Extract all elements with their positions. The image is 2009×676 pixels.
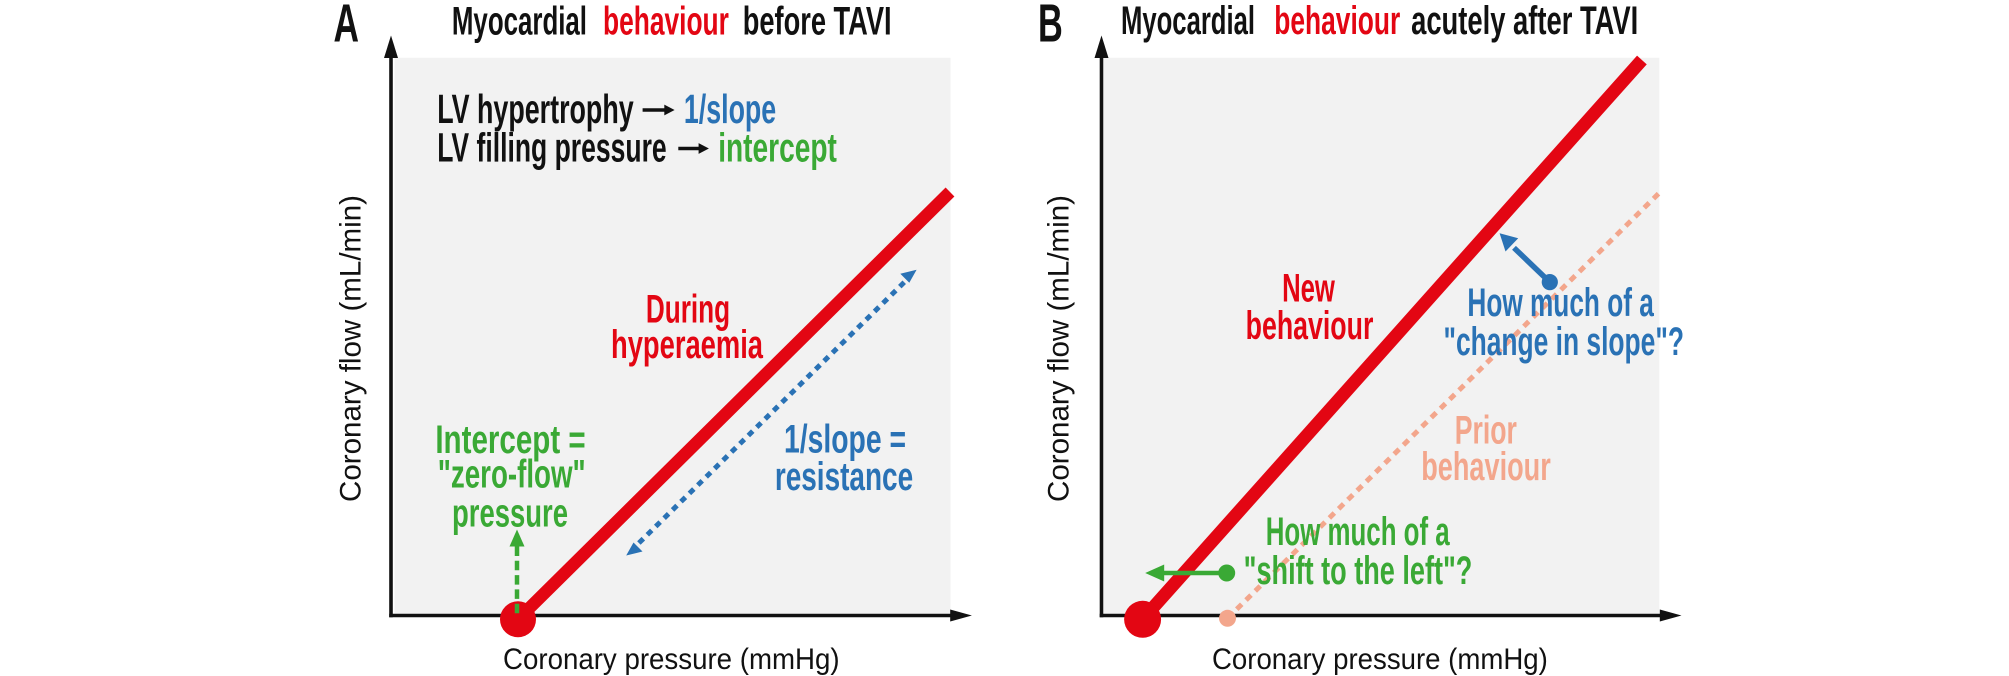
svg-text:behaviour: behaviour <box>1246 304 1374 348</box>
svg-text:During: During <box>646 288 730 332</box>
svg-text:How much of a: How much of a <box>1467 281 1654 325</box>
svg-text:Coronary pressure (mmHg): Coronary pressure (mmHg) <box>1212 643 1548 676</box>
svg-text:"zero-flow": "zero-flow" <box>438 453 586 497</box>
svg-text:New: New <box>1282 267 1335 311</box>
svg-text:Myocardial: Myocardial <box>1121 0 1255 43</box>
svg-text:1/slope: 1/slope <box>684 86 776 132</box>
svg-text:LV filling pressure: LV filling pressure <box>437 125 667 171</box>
svg-text:"change in slope"?: "change in slope"? <box>1443 320 1684 364</box>
svg-text:behaviour: behaviour <box>1421 445 1551 489</box>
svg-text:before TAVI: before TAVI <box>743 0 892 43</box>
svg-text:"shift to the left"?: "shift to the left"? <box>1244 549 1473 593</box>
svg-text:acutely after TAVI: acutely after TAVI <box>1411 0 1638 43</box>
svg-text:hyperaemia: hyperaemia <box>611 323 764 367</box>
svg-text:Coronary pressure (mmHg): Coronary pressure (mmHg) <box>503 643 840 676</box>
svg-text:A: A <box>334 0 360 54</box>
svg-text:Myocardial: Myocardial <box>452 0 587 43</box>
svg-text:resistance: resistance <box>775 455 913 499</box>
svg-text:How much of a: How much of a <box>1266 510 1450 554</box>
svg-text:Intercept =: Intercept = <box>435 418 585 462</box>
svg-text:Coronary flow (mL/min): Coronary flow (mL/min) <box>335 195 368 502</box>
svg-text:1/slope =: 1/slope = <box>784 418 906 462</box>
svg-text:Prior: Prior <box>1455 409 1517 453</box>
svg-text:behaviour: behaviour <box>603 0 729 43</box>
svg-text:pressure: pressure <box>452 492 568 536</box>
svg-text:LV hypertrophy: LV hypertrophy <box>437 86 634 132</box>
svg-text:intercept: intercept <box>718 125 837 171</box>
svg-text:Coronary flow (mL/min): Coronary flow (mL/min) <box>1043 195 1076 502</box>
svg-text:behaviour: behaviour <box>1274 0 1400 43</box>
svg-text:B: B <box>1038 0 1063 54</box>
